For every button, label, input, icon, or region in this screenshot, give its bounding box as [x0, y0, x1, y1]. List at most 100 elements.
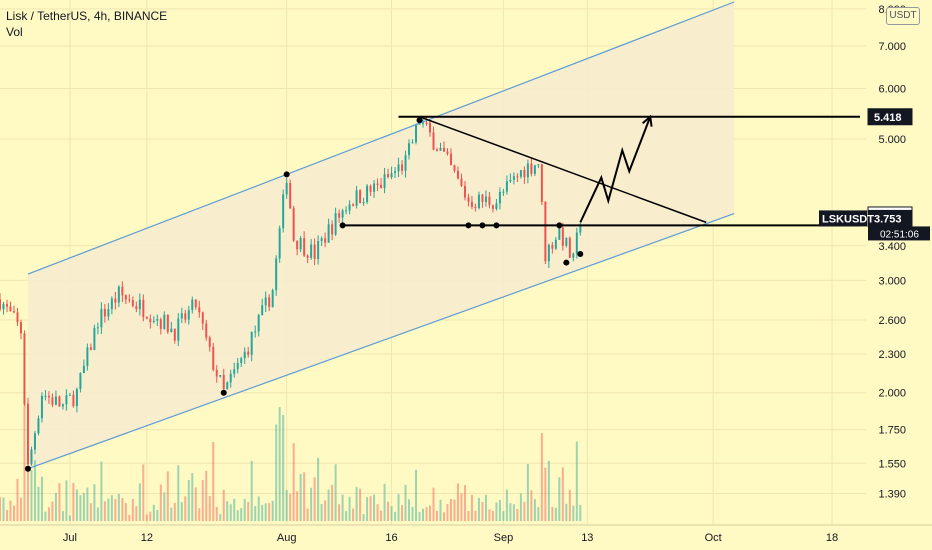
price-tick-label: 7.000 [878, 41, 906, 53]
pivot-point [283, 171, 290, 178]
volume-bar [502, 511, 505, 521]
candle-body [149, 318, 152, 322]
channel-fill [27, 2, 735, 469]
symbol-label-box [819, 210, 867, 227]
candle-body [51, 397, 54, 405]
volume-bar [547, 460, 550, 521]
volume-bar [310, 487, 313, 521]
candle-body [523, 170, 526, 178]
candle-body [474, 206, 477, 209]
candle-body [575, 232, 578, 254]
currency-button[interactable]: USDT [886, 7, 920, 25]
time-tick-label: 18 [826, 532, 838, 544]
price-label-text: 5.418 [874, 112, 902, 124]
candle-body [264, 297, 267, 306]
time-tick-label: Jul [63, 532, 77, 544]
candle-body [282, 194, 285, 229]
time-tick-label: 13 [581, 532, 593, 544]
candle-body [268, 297, 271, 308]
candle-body [394, 171, 397, 174]
volume-bar [131, 498, 134, 521]
volume-bar [236, 510, 239, 521]
descending-trendline [419, 116, 707, 224]
candles [0, 116, 582, 466]
candle-body [19, 322, 22, 334]
volume-bar [173, 502, 176, 521]
volume-bar [208, 496, 211, 521]
volume-bar [278, 407, 281, 521]
volume-bar [453, 499, 456, 521]
volume-bar [362, 514, 365, 521]
volume-bar [233, 498, 236, 521]
time-tick-label: Aug [277, 532, 297, 544]
candle-body [439, 147, 442, 151]
time-tick-label: Oct [705, 532, 722, 544]
candle-body [89, 347, 92, 350]
volume-bar [9, 500, 12, 521]
volume-bar [324, 500, 327, 521]
volume-bar [429, 505, 431, 521]
price-label-box [867, 108, 913, 126]
candle-body [128, 299, 131, 301]
candle-body [481, 194, 484, 203]
candle-body [366, 185, 369, 203]
volume-bar [205, 470, 208, 521]
volume-bar [219, 514, 222, 521]
volume-bar [292, 443, 295, 521]
volume-bar [509, 503, 512, 521]
volume-bar [75, 489, 78, 521]
candle-body [191, 299, 194, 311]
pivot-point [220, 389, 227, 396]
volume-legend[interactable]: Vol [6, 25, 23, 39]
candle-body [114, 298, 117, 303]
candle-body [163, 314, 166, 329]
pivot-point [416, 117, 423, 124]
volume-bar [2, 497, 5, 521]
volume-bar [44, 511, 47, 521]
volume-bar [533, 499, 536, 521]
price-axis[interactable]: 8.0007.0006.0005.0003.4003.0002.6002.300… [866, 0, 932, 525]
candle-body [173, 328, 176, 341]
volume-bar [551, 507, 554, 521]
volume-bar [100, 461, 103, 521]
candle-body [362, 202, 365, 204]
volume-bar [530, 490, 533, 521]
time-axis-background [0, 525, 932, 550]
volume-bar [61, 511, 64, 521]
volume-bar [5, 510, 8, 521]
candle-body [159, 319, 162, 329]
time-axis[interactable]: Jul 12 Aug 16 Sep 13 Oct 18 [0, 524, 932, 550]
support-touch-point [556, 222, 563, 229]
candle-body [505, 181, 508, 192]
candle-body [373, 183, 376, 192]
volume-bar [484, 494, 487, 521]
volume-bar [299, 473, 302, 521]
candle-body [205, 323, 208, 338]
volume-bar [26, 432, 29, 521]
candle-body [408, 143, 411, 156]
candle-body [491, 205, 494, 209]
candle-body [376, 183, 379, 185]
symbol-title[interactable]: Lisk / TetherUS, 4h, BINANCE [6, 9, 168, 23]
candle-body [422, 122, 425, 124]
candle-body [425, 122, 428, 124]
volume-bar [383, 483, 386, 521]
volume-bar [268, 503, 271, 521]
candle-body [565, 237, 568, 246]
volume-bar [456, 483, 459, 521]
candle-body [453, 165, 456, 171]
candle-body [331, 224, 334, 235]
volume-bar [359, 488, 362, 521]
candle-body [82, 365, 85, 374]
price-tick-label: 3.000 [878, 275, 906, 287]
candle-body [33, 433, 36, 450]
drawings[interactable] [24, 1, 860, 472]
volume-bar [96, 507, 99, 521]
pivot-point [563, 259, 570, 266]
volume-bar [435, 510, 438, 521]
volume-bar [296, 491, 299, 521]
candle-body [317, 241, 320, 259]
